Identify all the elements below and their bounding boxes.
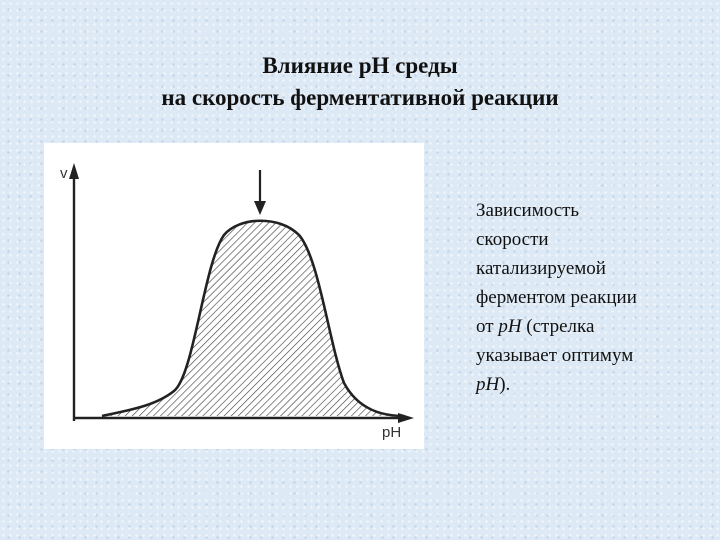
caption-ph-italic: pH — [476, 374, 500, 395]
slide-title-line-1: Влияние pH среды — [262, 53, 458, 78]
ph-rate-diagram-svg — [69, 163, 414, 423]
caption-line: pH). — [476, 370, 716, 399]
x-axis-arrowhead — [398, 413, 414, 423]
figure-caption: Зависимость скорости катализируемой ферм… — [476, 196, 716, 399]
caption-text: (стрелка — [521, 316, 595, 337]
rate-curve-area — [102, 220, 404, 416]
caption-ph-italic: pH — [498, 316, 522, 337]
rate-curve — [101, 219, 405, 418]
x-axis-label: pH — [382, 424, 402, 441]
down-arrow-icon — [254, 170, 266, 215]
caption-line: Зависимость — [476, 200, 580, 221]
caption-line: ферментом реакции — [476, 287, 637, 308]
caption-line: от pH (стрелка — [476, 312, 716, 341]
caption-text: от — [476, 316, 499, 337]
caption-line: скорости — [476, 229, 549, 250]
slide-title-line-2: на скорость ферментативной реакции — [161, 85, 559, 110]
slide-title: Влияние pH среды на скорость ферментатив… — [0, 50, 720, 114]
caption-line: катализируемой — [476, 258, 606, 279]
caption-line: указывает оптимум — [476, 345, 634, 366]
caption-text: ). — [499, 374, 511, 395]
ph-rate-diagram: v pH — [44, 143, 424, 449]
y-axis-label: v — [60, 165, 68, 182]
y-axis-arrowhead — [69, 163, 79, 179]
